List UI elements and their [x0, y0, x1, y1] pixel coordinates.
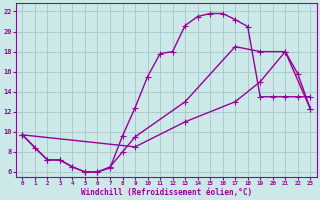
- X-axis label: Windchill (Refroidissement éolien,°C): Windchill (Refroidissement éolien,°C): [81, 188, 252, 197]
